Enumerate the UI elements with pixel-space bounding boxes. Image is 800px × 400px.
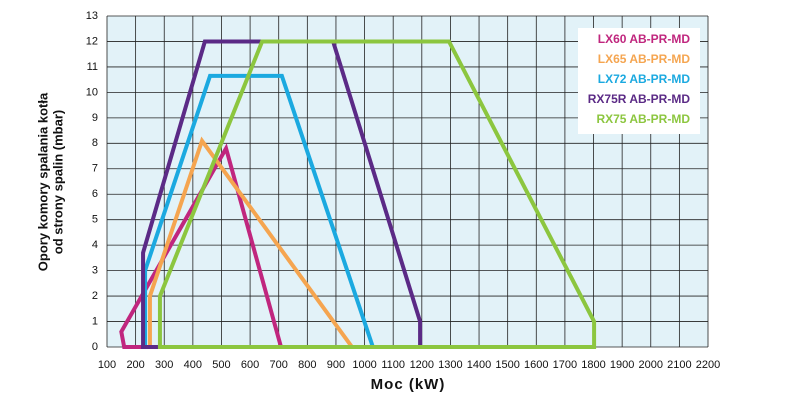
y-tick-label: 9 xyxy=(92,112,98,124)
x-tick-label: 700 xyxy=(270,359,288,371)
y-tick-label: 4 xyxy=(92,239,98,251)
x-tick-label: 1000 xyxy=(352,359,376,371)
y-tick-label: 0 xyxy=(92,341,98,353)
legend-entry: RX75R AB-PR-MD xyxy=(588,92,691,106)
x-tick-label: 200 xyxy=(126,359,144,371)
y-axis-label: Opory komory spalania kotła xyxy=(35,92,50,271)
x-tick-label: 1300 xyxy=(438,359,462,371)
x-tick-label: 400 xyxy=(184,359,202,371)
legend-box xyxy=(578,28,700,134)
x-tick-label: 800 xyxy=(298,359,316,371)
x-tick-label: 1800 xyxy=(581,359,605,371)
x-tick-label: 1200 xyxy=(410,359,434,371)
legend: LX60 AB-PR-MD LX65 AB-PR-MD LX72 AB-PR-MD R… xyxy=(588,32,691,126)
y-axis-label: od strony spalin (mbar) xyxy=(50,110,65,254)
y-tick-label: 3 xyxy=(92,265,98,277)
x-tick-label: 2200 xyxy=(696,359,720,371)
x-axis-label: Moc (kW) xyxy=(371,376,446,393)
y-tick-label: 13 xyxy=(86,10,98,22)
x-tick-label: 100 xyxy=(98,359,116,371)
y-tick-label: 2 xyxy=(92,290,98,302)
legend-entry: LX72 AB-PR-MD xyxy=(598,72,691,86)
y-tick-label: 7 xyxy=(92,163,98,175)
x-tick-label: 1900 xyxy=(610,359,634,371)
x-tick-label: 2000 xyxy=(639,359,663,371)
x-tick-label: 1600 xyxy=(524,359,548,371)
marks xyxy=(119,39,597,349)
x-tick-label: 1500 xyxy=(495,359,519,371)
y-tick-label: 6 xyxy=(92,188,98,200)
x-tick-label: 1700 xyxy=(553,359,577,371)
legend-entry: LX65 AB-PR-MD xyxy=(598,52,691,66)
legend-entry: RX75 AB-PR-MD xyxy=(596,112,690,126)
working-field xyxy=(157,39,597,349)
x-tick-label: 600 xyxy=(241,359,259,371)
x-tick-label: 900 xyxy=(327,359,345,371)
y-tick-label: 8 xyxy=(92,137,98,149)
y-tick-label: 10 xyxy=(86,86,98,98)
x-tick-label: 500 xyxy=(212,359,230,371)
y-tick-label: 5 xyxy=(92,214,98,226)
x-tick-label: 1100 xyxy=(381,359,405,371)
y-tick-label: 12 xyxy=(86,35,98,47)
y-tick-label: 1 xyxy=(92,315,98,327)
x-tick-label: 1400 xyxy=(467,359,491,371)
x-tick-label: 300 xyxy=(155,359,173,371)
legend-entry: LX60 AB-PR-MD xyxy=(598,32,691,46)
x-tick-label: 2100 xyxy=(667,359,691,371)
y-tick-label: 11 xyxy=(87,61,98,73)
